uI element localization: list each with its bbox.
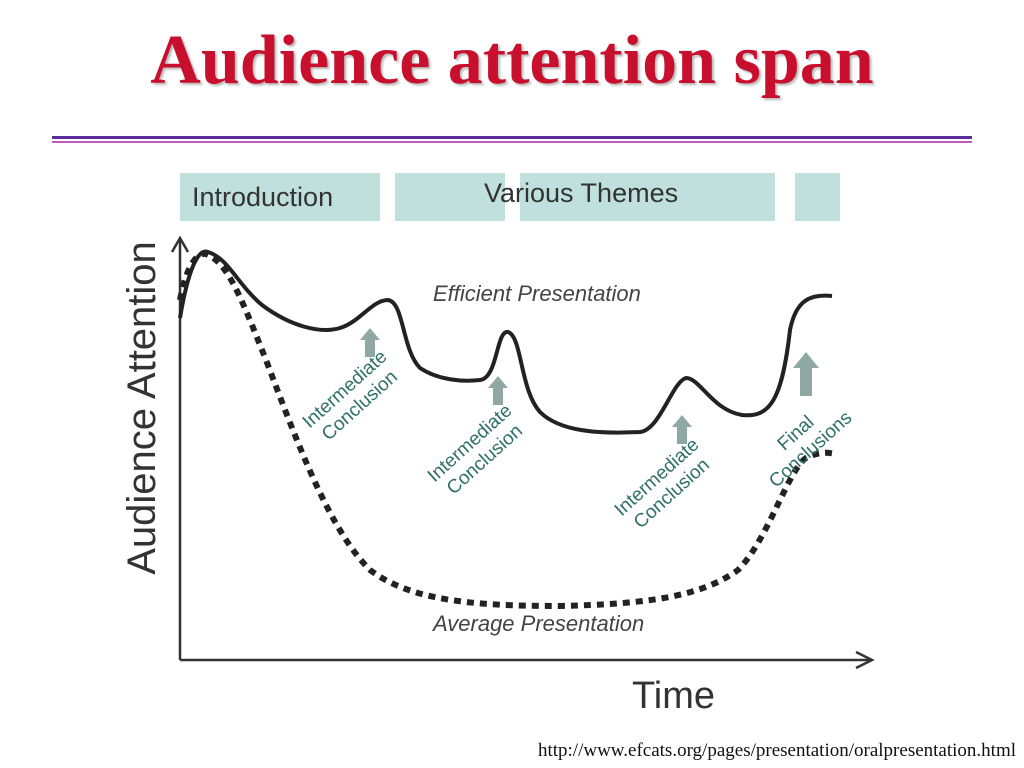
final-conclusion-arrow bbox=[793, 352, 819, 396]
band-introduction bbox=[180, 173, 380, 221]
title-divider-accent bbox=[52, 141, 972, 143]
band-conclusion bbox=[795, 173, 840, 221]
x-axis-arrowhead bbox=[855, 650, 875, 670]
title-divider bbox=[52, 136, 972, 139]
average-presentation-label: Average Presentation bbox=[433, 611, 645, 636]
efficient-presentation-label: Efficient Presentation bbox=[433, 281, 641, 306]
band-label-themes: Various Themes bbox=[484, 178, 679, 208]
conclusion-arrows bbox=[360, 328, 819, 444]
efficient-presentation-curve bbox=[178, 249, 833, 435]
band-themes-2 bbox=[520, 173, 775, 221]
source-url[interactable]: http://www.efcats.org/pages/presentation… bbox=[537, 740, 1016, 761]
average-presentation-curve bbox=[177, 250, 837, 610]
band-label-introduction: Introduction bbox=[192, 182, 334, 212]
x-axis-label: Time bbox=[632, 675, 716, 717]
slide-title: Audience attention span bbox=[150, 22, 874, 99]
conclusion-arrow-1 bbox=[360, 328, 380, 357]
conclusion-arrow-3 bbox=[672, 415, 692, 444]
y-axis-label: Audience Attention bbox=[120, 241, 164, 575]
conclusion-arrow-2 bbox=[488, 376, 508, 405]
y-axis-arrowhead bbox=[170, 235, 190, 253]
band-themes-1 bbox=[395, 173, 505, 221]
